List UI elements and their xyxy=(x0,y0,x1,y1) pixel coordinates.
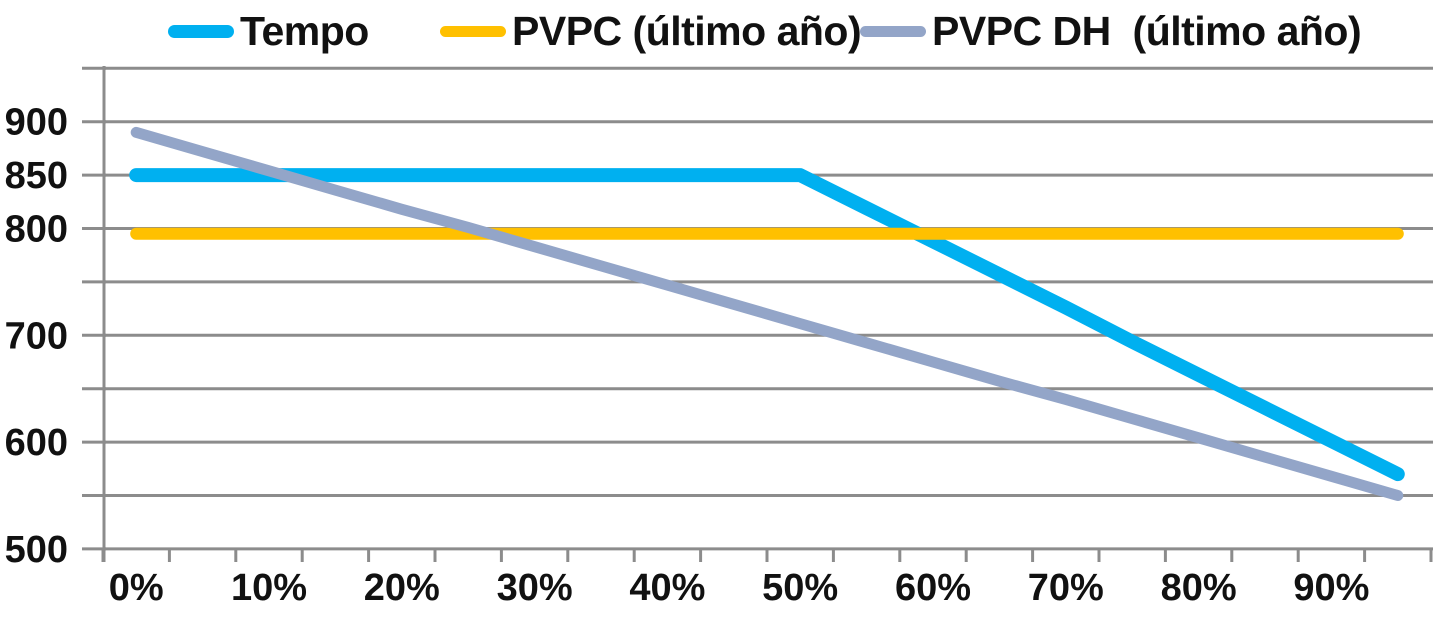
y-axis-label: 700 xyxy=(5,315,68,357)
x-axis-label: 60% xyxy=(895,567,971,609)
y-axis-label: 500 xyxy=(5,529,68,571)
y-axis-label: 800 xyxy=(5,209,68,251)
pvpc-line-swatch-icon xyxy=(440,25,506,37)
y-axis-label: 850 xyxy=(5,155,68,197)
y-axis-label: 900 xyxy=(5,102,68,144)
x-axis-label: 40% xyxy=(629,567,705,609)
series-line-tempo xyxy=(129,168,1405,482)
y-axis-label: 600 xyxy=(5,422,68,464)
x-axis-label: 80% xyxy=(1161,567,1237,609)
legend-item-pvpc-dh: PVPC DH (último año) xyxy=(860,6,1362,56)
x-axis-label: 90% xyxy=(1293,567,1369,609)
x-axis-label: 0% xyxy=(109,567,164,609)
x-axis-label: 30% xyxy=(497,567,573,609)
tempo-line-swatch-icon xyxy=(168,24,234,38)
x-axis-label: 50% xyxy=(762,567,838,609)
legend: Tempo PVPC (último año) PVPC DH (último … xyxy=(0,0,1433,62)
x-axis-label: 70% xyxy=(1028,567,1104,609)
series-line-pvpc xyxy=(130,126,1404,501)
x-axis-label: 10% xyxy=(231,567,307,609)
legend-label: PVPC DH (último año) xyxy=(932,7,1362,54)
x-axis-label: 20% xyxy=(364,567,440,609)
pvpc-dh-line-swatch-icon xyxy=(860,25,926,37)
legend-label: PVPC (último año) xyxy=(512,7,862,54)
legend-item-pvpc: PVPC (último año) xyxy=(440,6,862,56)
legend-label: Tempo xyxy=(240,7,369,54)
legend-item-tempo: Tempo xyxy=(168,6,369,56)
